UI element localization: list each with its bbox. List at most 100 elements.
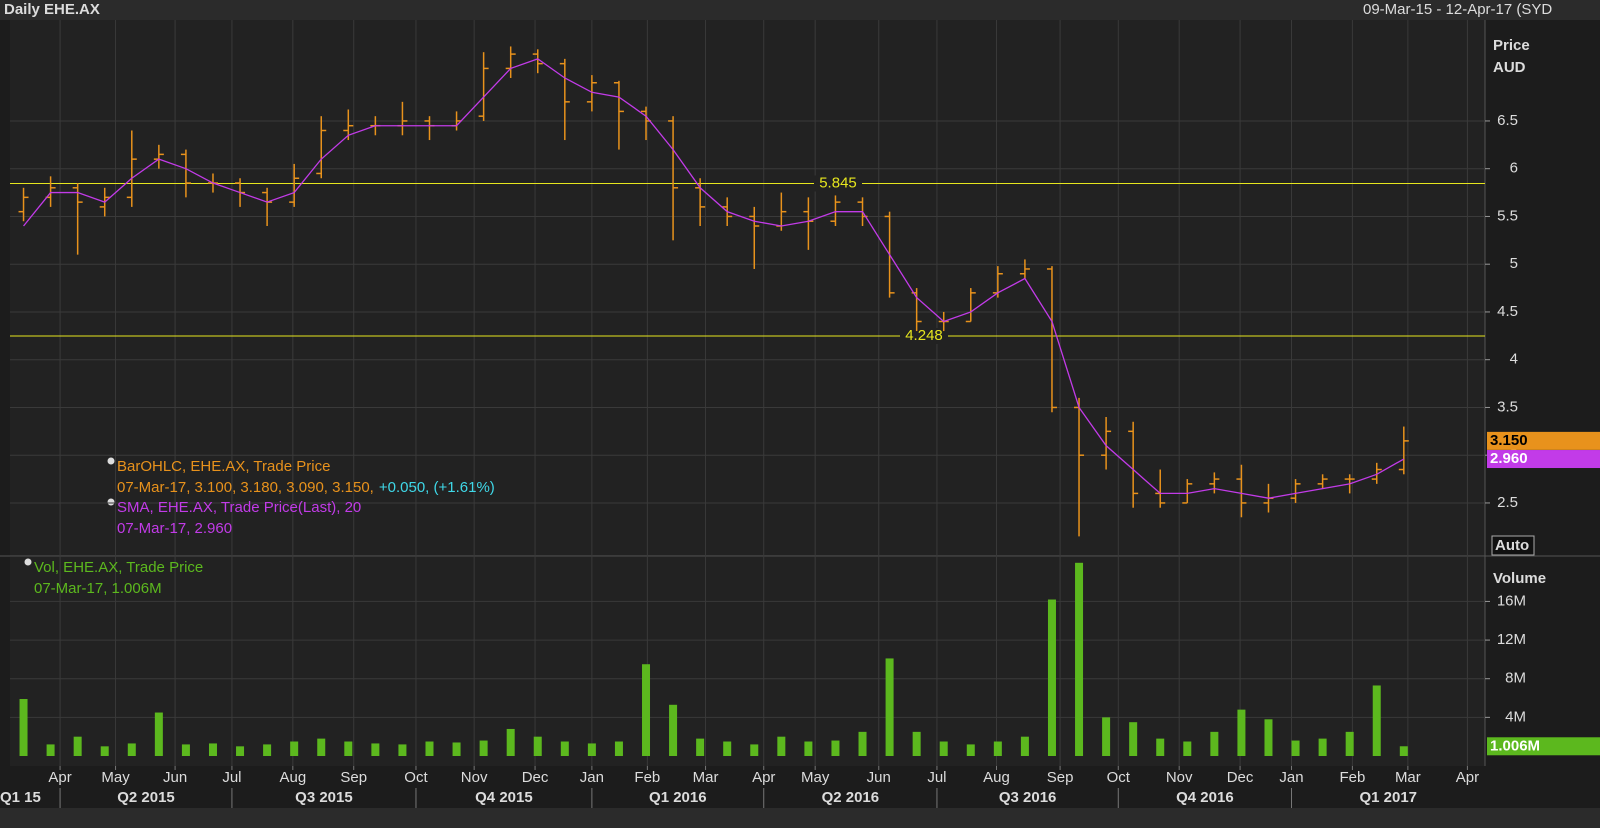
x-tick-label: Jun	[163, 769, 187, 786]
x-tick-label: Apr	[48, 769, 71, 786]
reference-label-bg	[814, 175, 862, 192]
quarter-label: Q4 2016	[1176, 789, 1234, 806]
volume-bar	[1183, 741, 1192, 756]
volume-bar	[506, 728, 515, 756]
legend-entry: Vol, EHE.AX, Trade Price	[34, 559, 203, 576]
volume-bar	[560, 741, 569, 756]
volume-bar	[1399, 746, 1408, 756]
volume-bar	[804, 741, 813, 756]
volume-bar	[398, 744, 407, 756]
reference-label: 4.248	[905, 327, 943, 344]
scale-box[interactable]	[1491, 535, 1535, 556]
quarter-label: Q2 2015	[117, 789, 175, 806]
volume-bar	[614, 741, 623, 756]
y-tick-label: 4M	[1505, 708, 1526, 725]
volume-bar	[317, 738, 326, 756]
volume-bar	[1345, 731, 1354, 756]
y-tick-label: 5.5	[1497, 207, 1518, 224]
legend-detail: 07-Mar-17, 2.960	[117, 520, 232, 537]
volume-bar	[750, 744, 759, 756]
volume-panel	[10, 557, 1485, 766]
x-tick-label: Jul	[927, 769, 946, 786]
volume-bar	[966, 744, 975, 756]
last-value-tag	[1487, 737, 1600, 756]
volume-bar	[452, 742, 461, 756]
volume-bar	[1264, 719, 1273, 756]
y-tick-label: 4.5	[1497, 303, 1518, 320]
volume-bar	[1102, 717, 1111, 756]
scale-mode[interactable]: Auto	[1495, 537, 1529, 554]
legend-icon[interactable]	[24, 558, 32, 566]
volume-bar	[154, 712, 163, 756]
x-tick-label: May	[801, 769, 830, 786]
last-value-tag	[1487, 450, 1600, 469]
x-tick-label: Jan	[580, 769, 604, 786]
title-bar	[0, 0, 1600, 20]
volume-bar	[831, 740, 840, 756]
sma-line	[23, 58, 1405, 499]
volume-bar	[19, 699, 28, 756]
x-tick-label: Jan	[1279, 769, 1303, 786]
last-value-label: 2.960	[1490, 450, 1528, 467]
volume-bar	[777, 736, 786, 756]
volume-bar	[1237, 709, 1246, 756]
y-tick-label: 5	[1510, 255, 1518, 272]
x-tick-label: Dec	[522, 769, 549, 786]
x-tick-label: Feb	[1339, 769, 1365, 786]
x-tick-label: Mar	[1395, 769, 1421, 786]
reference-label-bg	[900, 328, 948, 345]
x-tick-label: Nov	[1166, 769, 1193, 786]
legend-icon[interactable]	[107, 498, 115, 506]
volume-axis-label: Volume	[1493, 570, 1546, 587]
legend-icon[interactable]	[107, 457, 115, 465]
y-tick-label: 16M	[1497, 592, 1526, 609]
x-tick-label: Sep	[340, 769, 367, 786]
volume-bar	[669, 704, 678, 756]
volume-bar	[885, 658, 894, 756]
volume-bar	[533, 736, 542, 756]
legend-entry: BarOHLC, EHE.AX, Trade Price	[117, 458, 330, 475]
volume-bar	[46, 744, 55, 756]
volume-bar	[181, 744, 190, 756]
x-tick-label: Aug	[983, 769, 1010, 786]
volume-bar	[263, 744, 272, 756]
chart-title: Daily EHE.AX	[4, 1, 100, 18]
y-axis-label: Price	[1493, 37, 1530, 54]
y-tick-label: 12M	[1497, 631, 1526, 648]
y-axis-unit: AUD	[1493, 59, 1526, 76]
quarter-label: Q4 2015	[475, 789, 533, 806]
volume-bar	[290, 741, 299, 756]
x-tick-label: Nov	[461, 769, 488, 786]
volume-bar	[858, 731, 867, 756]
volume-bar	[236, 746, 245, 756]
volume-bar	[479, 740, 488, 756]
legend-change: +0.050, (+1.61%)	[379, 479, 495, 496]
quarter-label: Q1 15	[0, 789, 41, 806]
reference-label: 5.845	[819, 174, 857, 191]
volume-bar	[371, 743, 380, 756]
x-tick-label: Apr	[1456, 769, 1479, 786]
volume-bar	[1372, 685, 1381, 756]
legend-entry: SMA, EHE.AX, Trade Price(Last), 20	[117, 499, 361, 516]
volume-bar	[587, 743, 596, 756]
y-tick-label: 6	[1510, 160, 1518, 177]
volume-bar	[1210, 731, 1219, 756]
y-tick-label: 2.5	[1497, 494, 1518, 511]
y-tick-label: 8M	[1505, 670, 1526, 687]
x-tick-label: Dec	[1227, 769, 1254, 786]
volume-bar	[425, 741, 434, 756]
x-tick-label: Apr	[752, 769, 775, 786]
x-tick-label: Sep	[1047, 769, 1074, 786]
quarter-label: Q1 2017	[1359, 789, 1417, 806]
volume-bar	[723, 741, 732, 756]
last-value-label: 1.006M	[1490, 737, 1540, 754]
volume-bar	[1156, 738, 1165, 756]
quarter-label: Q3 2015	[295, 789, 353, 806]
last-value-label: 3.150	[1490, 432, 1528, 449]
volume-bar	[208, 743, 217, 756]
volume-bar	[912, 731, 921, 756]
volume-bar	[939, 741, 948, 756]
x-tick-label: Feb	[634, 769, 660, 786]
